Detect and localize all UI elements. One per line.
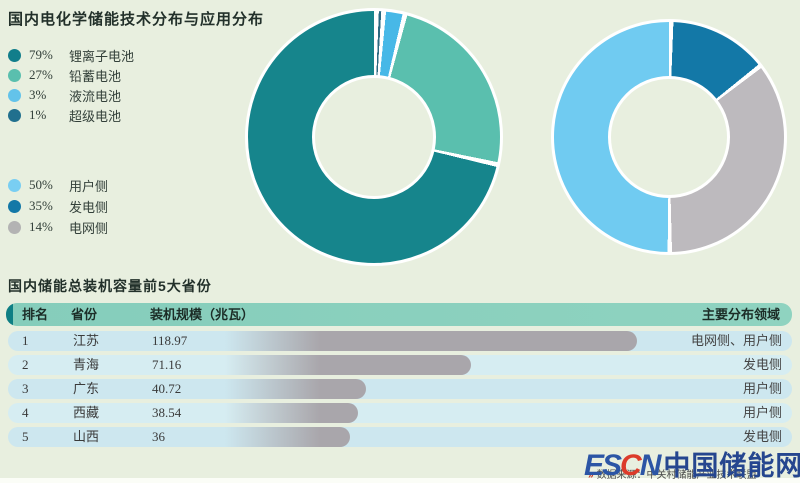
cell-rank: 5 [22, 429, 29, 444]
legend-dot-icon [8, 68, 21, 82]
legend-technology: 79% 锂离子电池 27% 铅蓄电池 3% 液流电池 1% 超级电池 [8, 47, 135, 128]
value-bar [225, 355, 471, 375]
chevrons-icon: » [588, 470, 594, 481]
legend-item: 50% 用户侧 [8, 177, 109, 194]
value-bar [225, 379, 366, 399]
legend-label: 超级电池 [69, 108, 122, 124]
column-header-domain: 主要分布领域 [701, 307, 780, 322]
cell-domain: 电网侧、用户侧 [690, 333, 782, 348]
legend-item: 3% 液流电池 [8, 87, 134, 104]
cell-rank: 2 [22, 357, 29, 372]
legend-percent: 3% [29, 87, 47, 102]
escn-logo-chinese: 中国储能网 [663, 451, 800, 481]
legend-dot-icon [8, 88, 21, 102]
donut-chart-application [551, 19, 787, 255]
cell-domain: 用户侧 [742, 381, 782, 396]
cell-domain: 发电侧 [742, 357, 782, 372]
legend-dot-icon [8, 108, 21, 122]
legend-percent: 50% [29, 177, 53, 192]
donut-hole [312, 75, 436, 199]
cell-domain: 发电侧 [742, 429, 782, 444]
cell-domain: 用户侧 [742, 405, 782, 420]
legend-percent: 14% [29, 219, 53, 234]
table-row: 2 青海 71.16 发电侧 [8, 355, 792, 375]
legend-label: 用户侧 [69, 178, 109, 194]
column-header-scale: 装机规模（兆瓦） [150, 307, 255, 322]
cell-province: 江苏 [73, 333, 100, 348]
donut-chart-technology [245, 8, 503, 266]
table-row: 4 西藏 38.54 用户侧 [8, 403, 792, 423]
cell-province: 山西 [73, 429, 100, 444]
table-row: 5 山西 36 发电侧 [8, 427, 792, 447]
legend-item: 79% 锂离子电池 [8, 47, 135, 64]
legend-item: 35% 发电侧 [8, 198, 109, 215]
legend-dot-icon [8, 220, 21, 234]
legend-percent: 79% [29, 47, 53, 62]
value-bar [225, 427, 350, 447]
table-title: 国内储能总装机容量前5大省份 [8, 278, 212, 294]
cell-province: 广东 [73, 381, 100, 396]
table-header-row: 排名 省份 装机规模（兆瓦） 主要分布领域 [6, 303, 792, 326]
legend-item: 27% 铅蓄电池 [8, 67, 134, 84]
table-row: 1 江苏 118.97 电网侧、用户侧 [8, 331, 792, 351]
escn-logo: ESCN 中国储能网 [584, 444, 800, 483]
legend-dot-icon [8, 199, 21, 213]
cell-province: 青海 [73, 357, 100, 372]
cell-value: 118.97 [152, 333, 188, 348]
escn-logo-letters: ESCN [584, 449, 661, 482]
table-row: 3 广东 40.72 用户侧 [8, 379, 792, 399]
cell-province: 西藏 [73, 405, 100, 420]
value-bar [225, 403, 358, 423]
cell-rank: 1 [22, 333, 29, 348]
page-title: 国内电化学储能技术分布与应用分布 [8, 11, 265, 28]
legend-percent: 27% [29, 67, 53, 82]
legend-percent: 1% [29, 107, 47, 122]
legend-dot-icon [8, 48, 21, 62]
cell-value: 36 [152, 429, 165, 444]
legend-percent: 35% [29, 198, 53, 213]
bottom-strip [0, 478, 800, 483]
legend-label: 发电侧 [69, 199, 109, 215]
cell-value: 38.54 [152, 405, 182, 420]
legend-label: 液流电池 [69, 88, 122, 104]
source-text: 数据来源：中关村储能产业技术联盟 [596, 470, 757, 481]
column-header-rank: 排名 [22, 307, 49, 322]
cell-rank: 3 [22, 381, 29, 396]
cell-value: 71.16 [152, 357, 182, 372]
cell-value: 40.72 [152, 381, 182, 396]
column-header-province: 省份 [71, 307, 98, 322]
donut-hole [608, 76, 730, 198]
value-bar [225, 331, 637, 351]
legend-item: 1% 超级电池 [8, 107, 134, 124]
legend-label: 锂离子电池 [69, 48, 135, 64]
legend-label: 电网侧 [69, 220, 109, 236]
legend-label: 铅蓄电池 [69, 68, 122, 84]
data-source-note: » 数据来源：中关村储能产业技术联盟 [588, 466, 757, 481]
legend-application: 50% 用户侧 35% 发电侧 14% 电网侧 [8, 177, 109, 241]
legend-dot-icon [8, 178, 21, 192]
legend-item: 14% 电网侧 [8, 219, 109, 236]
cell-rank: 4 [22, 405, 29, 420]
